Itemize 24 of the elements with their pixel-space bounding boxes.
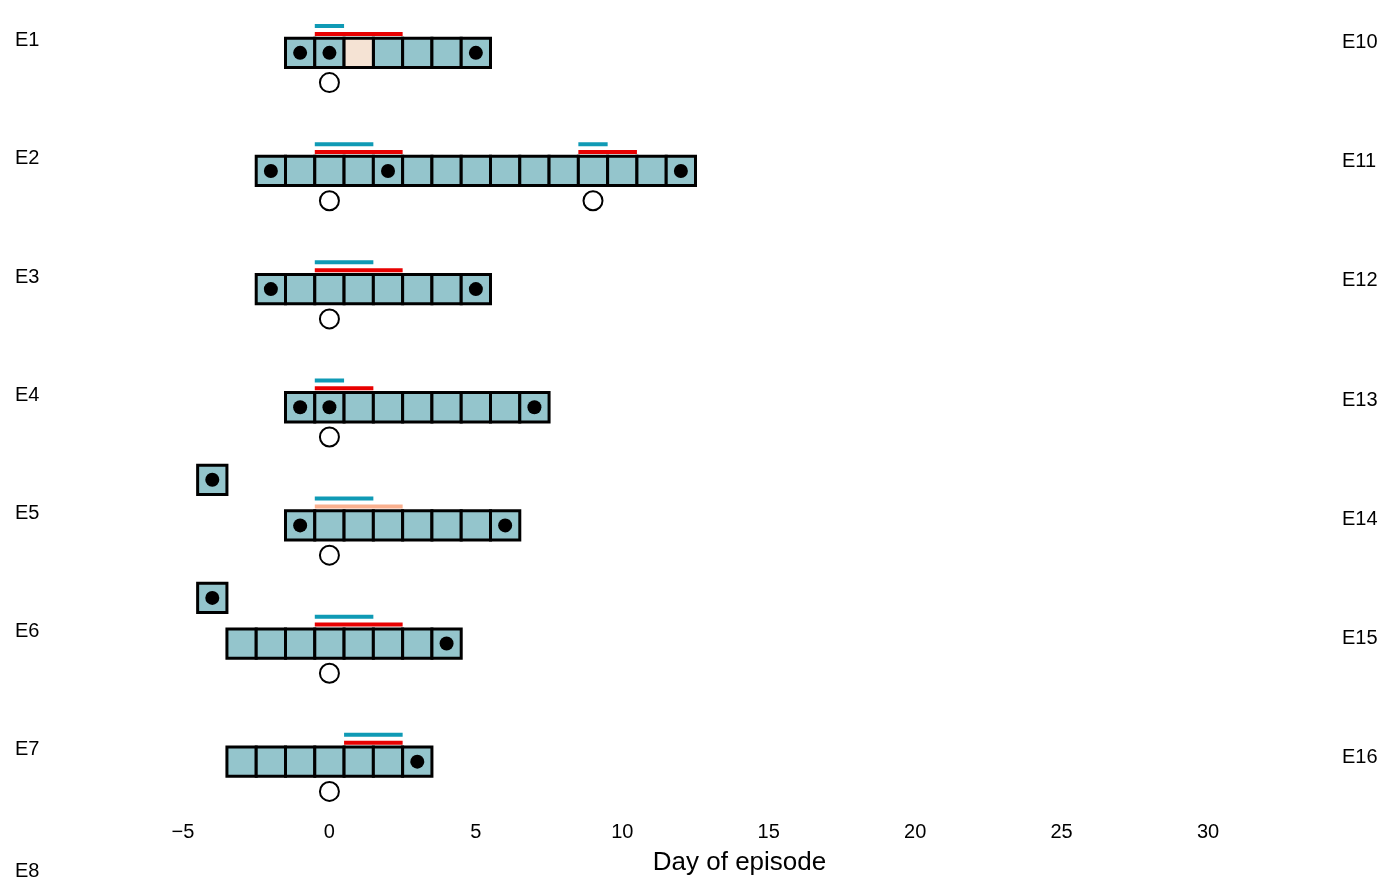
x-tick-label: 0 (323, 819, 335, 842)
y-tick-label: E6 (15, 619, 40, 642)
y-tick-label: E4 (15, 382, 40, 405)
x-tick-label: 5 (470, 819, 482, 842)
text: E15 (1342, 625, 1378, 649)
x-tick-label: 30 (1196, 819, 1220, 842)
y-tick-label: E1 (15, 28, 40, 51)
text: E13 (1342, 386, 1378, 411)
text: E14 (1342, 505, 1378, 530)
x-tick-label: 25 (1050, 819, 1073, 842)
x-tick-label: 15 (757, 819, 780, 842)
text: E11 (1342, 148, 1377, 172)
y-tick-label: E3 (15, 264, 40, 287)
x-axis-title: Day of episode (652, 846, 827, 877)
text: E10 (1342, 28, 1378, 53)
x-tick-label: 20 (904, 819, 927, 842)
x-tick-label: 10 (611, 819, 634, 842)
x-tick-label: −5 (171, 819, 195, 842)
text: E8 (15, 857, 40, 882)
text: E12 (1342, 267, 1378, 292)
text: E16 (1342, 744, 1378, 769)
y-tick-label: E2 (15, 146, 40, 169)
y-tick-label: E5 (15, 500, 40, 523)
y-tick-label: E7 (15, 737, 40, 760)
